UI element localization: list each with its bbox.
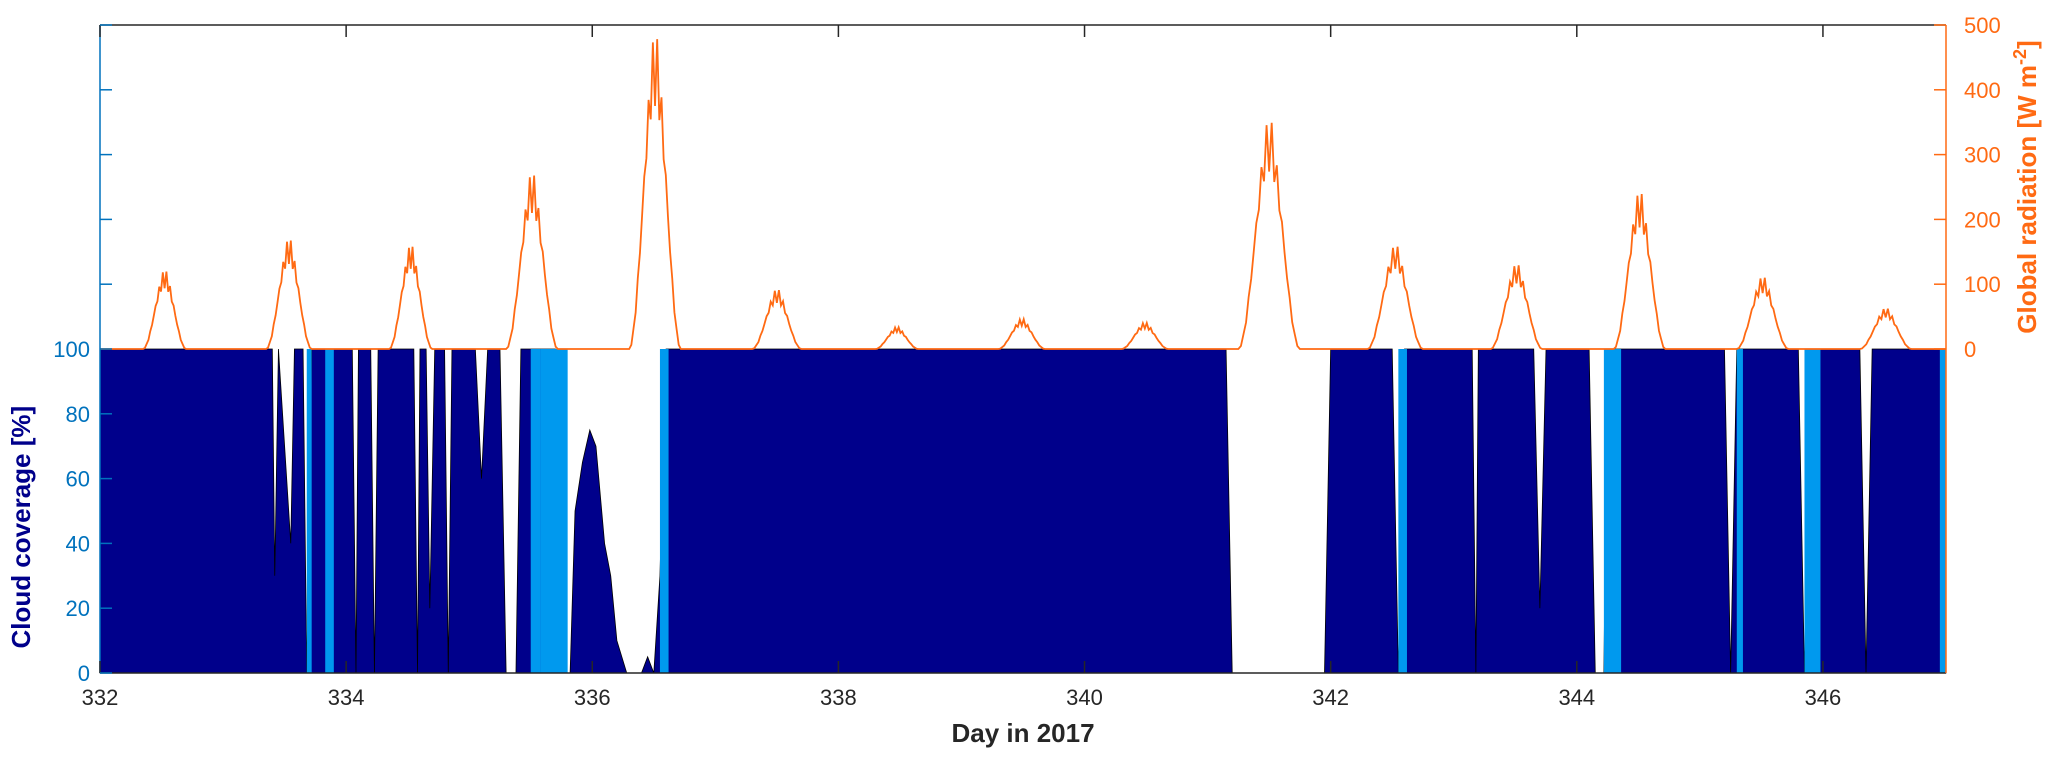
x-tick-label-336: 336 — [574, 685, 611, 710]
y-axis-right-title: Global radiation [W m-2] — [2010, 40, 2042, 333]
plot-area — [99, 25, 1947, 674]
low-cloud-band-9 — [1939, 349, 1946, 673]
low-cloud-band-5 — [1398, 349, 1407, 673]
x-tick-label-332: 332 — [82, 685, 119, 710]
low-cloud-band-0 — [306, 349, 312, 673]
y-left-tick-label-80: 80 — [66, 402, 90, 427]
axes: 332 334 336 338 340 342 344 346 0 20 40 60 80 100 0 100… — [53, 13, 2000, 710]
y-left-tick-label-40: 40 — [66, 531, 90, 556]
low-cloud-band-2 — [530, 349, 541, 673]
radiation-line — [100, 39, 1946, 350]
y-right-tick-label-100: 100 — [1964, 272, 2001, 297]
x-tick-label-346: 346 — [1805, 685, 1842, 710]
y-right-tick-label-500: 500 — [1964, 13, 2001, 38]
low-cloud-band-8 — [1804, 349, 1821, 673]
x-tick-label-338: 338 — [820, 685, 857, 710]
low-cloud-band-7 — [1736, 349, 1743, 673]
y-left-tick-label-0: 0 — [78, 661, 90, 686]
y-axis-left-title: Cloud coverage [%] — [6, 406, 36, 649]
y-right-tick-label-0: 0 — [1964, 337, 1976, 362]
y-left-tick-label-100: 100 — [53, 337, 90, 362]
x-tick-label-340: 340 — [1066, 685, 1103, 710]
y-axis-right-title-close: ] — [2012, 40, 2042, 49]
x-tick-label-344: 344 — [1558, 685, 1595, 710]
x-axis-title: Day in 2017 — [951, 718, 1094, 748]
y-right-tick-label-200: 200 — [1964, 207, 2001, 232]
y-right-tick-label-400: 400 — [1964, 78, 2001, 103]
axis-labels: Day in 2017 Cloud coverage [%] Global ra… — [6, 40, 2042, 748]
low-cloud-band-3 — [540, 349, 568, 673]
x-tick-label-334: 334 — [328, 685, 365, 710]
y-right-tick-label-300: 300 — [1964, 143, 2001, 168]
y-left-tick-label-20: 20 — [66, 596, 90, 621]
x-tick-label-342: 342 — [1312, 685, 1349, 710]
y-axis-right-title-main: Global radiation [W m — [2012, 65, 2042, 334]
low-cloud-band-1 — [325, 349, 334, 673]
low-cloud-band-6 — [1603, 349, 1622, 673]
low-cloud-band-4 — [659, 349, 669, 673]
y-left-tick-label-60: 60 — [66, 467, 90, 492]
y-axis-right-title-superscript: -2 — [2010, 49, 2030, 65]
